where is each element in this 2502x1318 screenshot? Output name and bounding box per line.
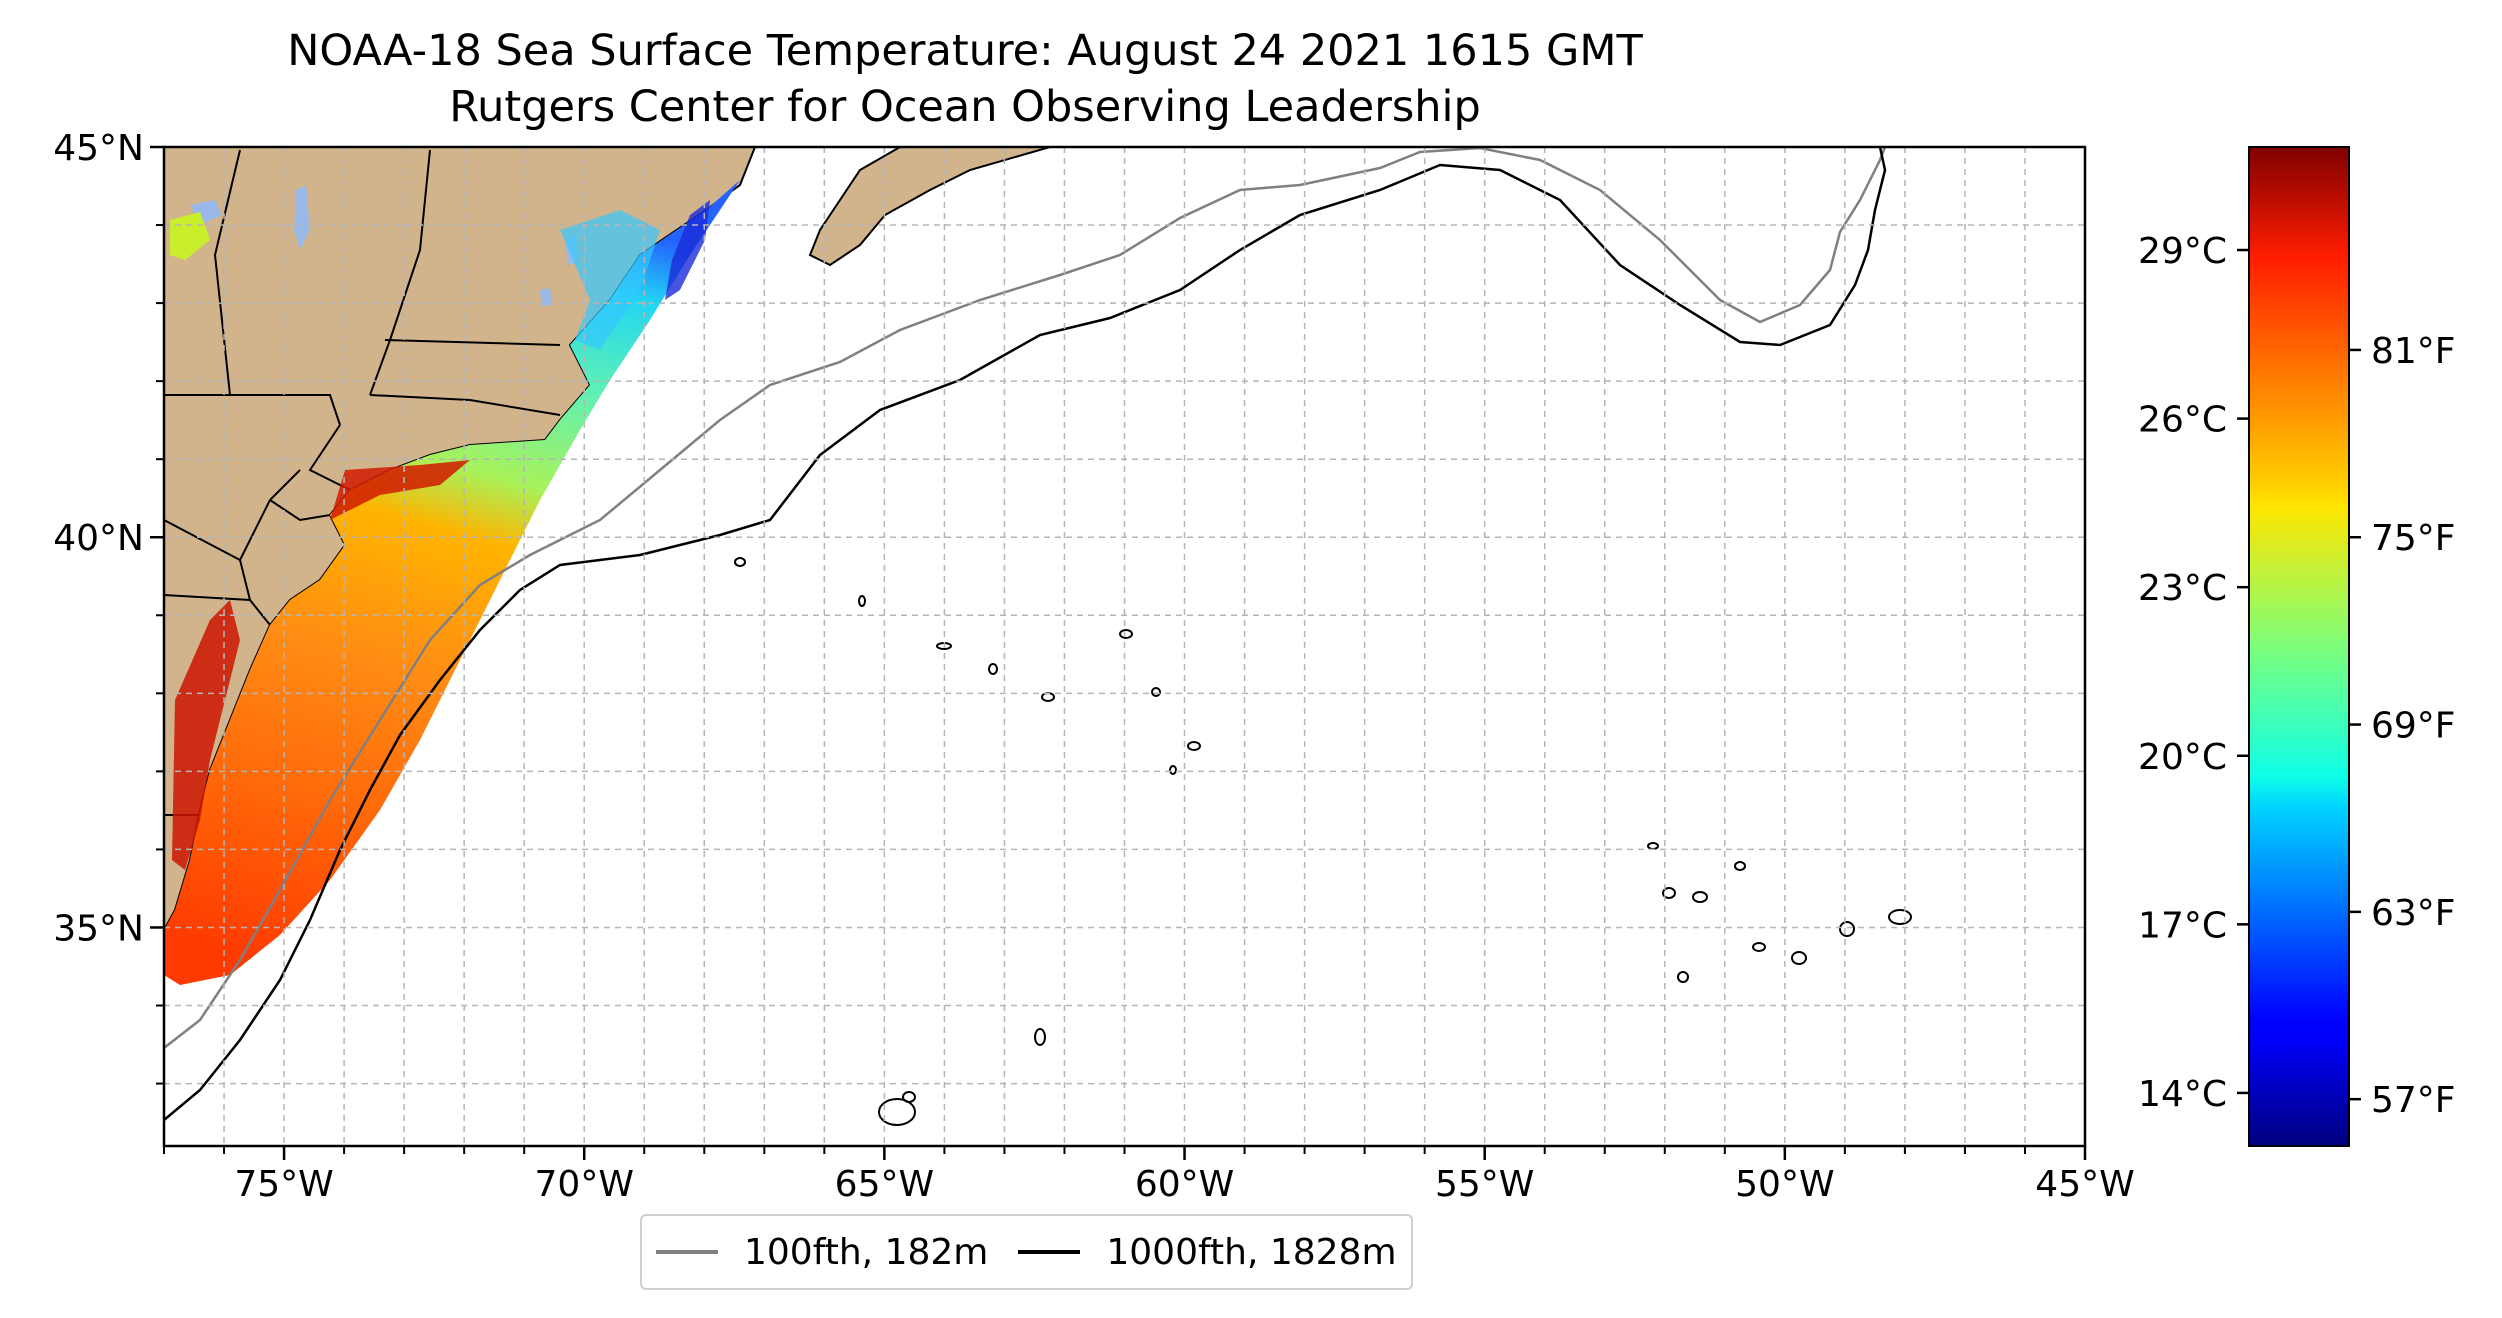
isobath-legend: 100fth, 182m 1000fth, 1828m xyxy=(640,1214,1413,1290)
colorbar-celsius-axis: 29°C 26°C 23°C 20°C 17°C 14°C xyxy=(2138,231,2249,1115)
lon-tick-label: 75°W xyxy=(234,1164,333,1205)
lon-tick-label: 50°W xyxy=(1735,1164,1834,1205)
land-nova-scotia xyxy=(808,147,1051,267)
celsius-tick-label: 26°C xyxy=(2138,400,2227,441)
celsius-tick-label: 29°C xyxy=(2138,231,2227,272)
fahrenheit-tick-label: 63°F xyxy=(2371,893,2456,934)
celsius-tick-label: 17°C xyxy=(2138,905,2227,946)
celsius-tick-label: 20°C xyxy=(2138,737,2227,778)
fahrenheit-tick-label: 75°F xyxy=(2371,518,2456,559)
isobath-1000fth xyxy=(164,147,1887,1121)
sst-maine-inshore xyxy=(560,210,660,350)
lon-tick-label: 65°W xyxy=(835,1164,934,1205)
lat-tick-label: 40°N xyxy=(53,518,144,559)
celsius-tick-label: 14°C xyxy=(2138,1074,2227,1115)
lake xyxy=(294,185,310,250)
lat-axis: 45°N 40°N 35°N xyxy=(53,128,164,1085)
sst-lake-patch xyxy=(170,212,210,260)
lon-axis: 75°W 70°W 65°W 60°W 55°W 50°W 45°W xyxy=(163,1146,2135,1205)
map-title: NOAA-18 Sea Surface Temperature: August … xyxy=(287,26,1643,76)
legend-item-100fth: 100fth, 182m xyxy=(656,1232,988,1273)
lon-tick-label: 70°W xyxy=(535,1164,634,1205)
isobath-100fth xyxy=(164,147,1887,1049)
map-subtitle: Rutgers Center for Ocean Observing Leade… xyxy=(449,82,1481,132)
colorbar-fahrenheit-axis: 81°F 75°F 69°F 63°F 57°F xyxy=(2349,331,2456,1121)
colorbar xyxy=(2248,146,2350,1147)
lake xyxy=(540,288,552,306)
lon-tick-label: 55°W xyxy=(1435,1164,1534,1205)
seamounts xyxy=(734,557,1912,1126)
lat-tick-label: 45°N xyxy=(53,128,144,169)
fahrenheit-tick-label: 69°F xyxy=(2371,706,2456,747)
sst-warm-coastal xyxy=(330,460,470,520)
celsius-tick-label: 23°C xyxy=(2138,568,2227,609)
lon-tick-label: 45°W xyxy=(2035,1164,2134,1205)
legend-line-black xyxy=(1018,1250,1081,1254)
legend-label: 1000fth, 1828m xyxy=(1106,1231,1397,1273)
map-content xyxy=(164,147,2085,1146)
fahrenheit-tick-label: 81°F xyxy=(2371,331,2456,372)
legend-label: 100fth, 182m xyxy=(744,1231,989,1273)
fahrenheit-tick-label: 57°F xyxy=(2371,1080,2456,1121)
map-gridlines xyxy=(164,147,2085,1146)
legend-line-gray xyxy=(656,1250,718,1254)
lat-tick-label: 35°N xyxy=(53,908,144,949)
lon-tick-label: 60°W xyxy=(1135,1164,1234,1205)
legend-item-1000fth: 1000fth, 1828m xyxy=(1018,1231,1397,1273)
sst-warm-coastal xyxy=(172,600,240,870)
sst-cool-patch xyxy=(665,200,710,300)
